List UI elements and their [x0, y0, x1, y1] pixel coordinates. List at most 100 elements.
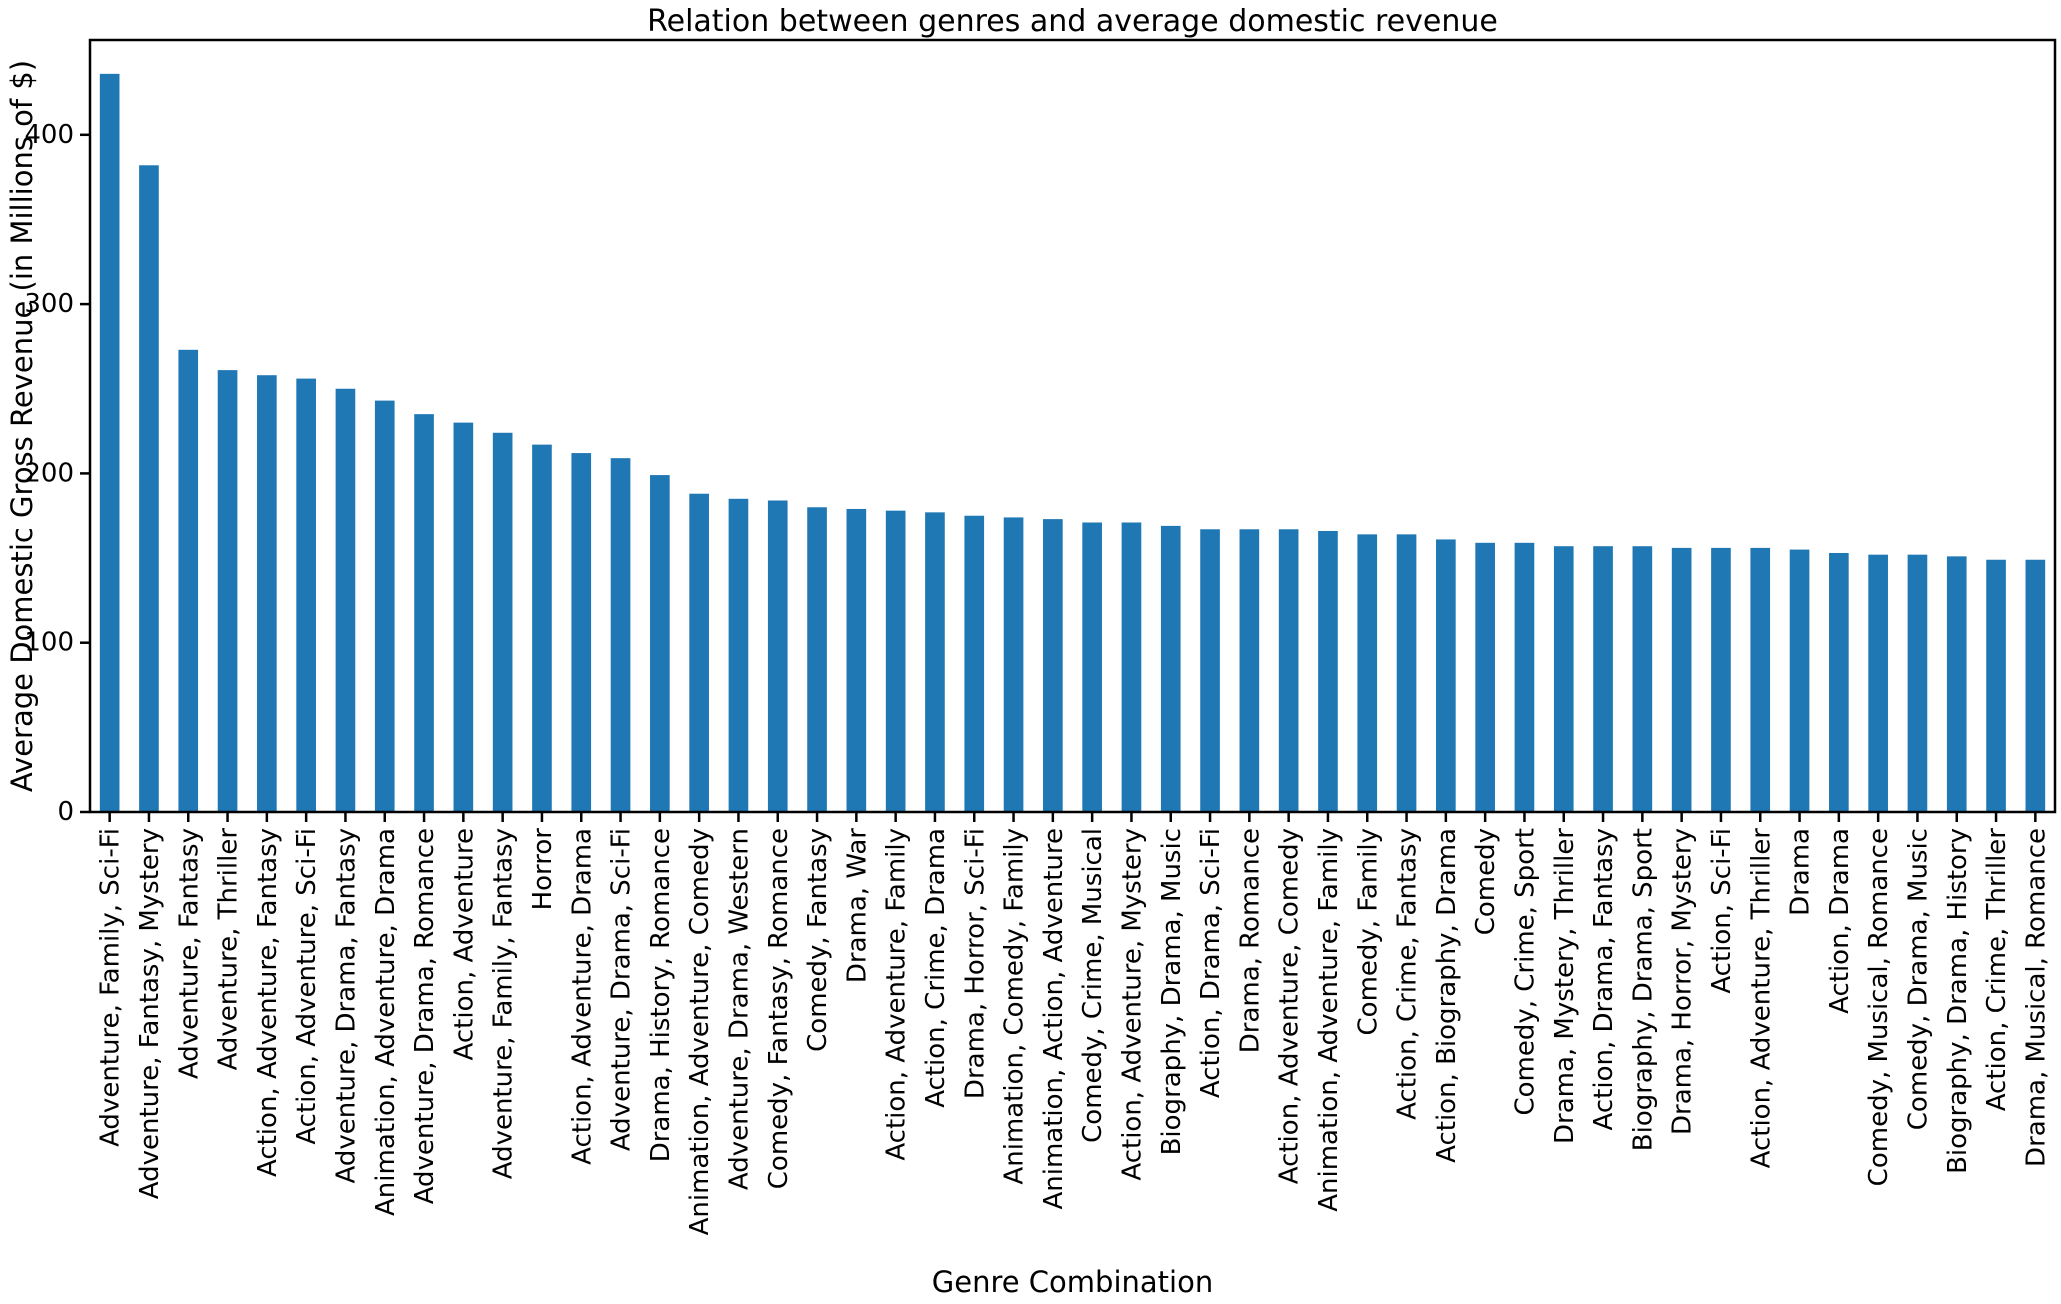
bar	[335, 388, 356, 812]
x-tick-label: Biography, Drama, History	[1943, 828, 1973, 1174]
bar	[1829, 552, 1849, 812]
y-axis-ticks: 0 100 200 300 400	[24, 120, 90, 827]
bar	[689, 493, 709, 812]
bar	[807, 507, 827, 812]
x-tick-label: Action, Drama, Sci-Fi	[1196, 828, 1226, 1098]
bar	[846, 508, 867, 812]
x-tick-label: Drama	[1786, 828, 1816, 916]
bar	[1986, 559, 2006, 812]
x-axis-title: Genre Combination	[932, 1265, 1213, 1299]
y-axis-title: Average Domestic Gross Revenue (in Milli…	[5, 60, 39, 792]
bar	[257, 375, 277, 812]
x-tick-label: Adventure, Thriller	[214, 828, 244, 1071]
x-tick-label: Comedy, Crime, Sport	[1510, 828, 1540, 1116]
bar	[964, 515, 985, 812]
x-axis-ticks: Adventure, Family, Sci-Fi Adventure, Fant…	[96, 812, 2051, 1235]
plot-frame	[88, 38, 2057, 814]
bar	[492, 432, 513, 812]
bar	[374, 400, 395, 812]
bar	[453, 422, 474, 812]
x-tick-label: Action, Crime, Fantasy	[1393, 828, 1423, 1120]
x-tick-label: Action, Adventure, Family	[882, 828, 912, 1161]
bar	[571, 453, 592, 812]
bar	[1200, 529, 1220, 812]
bar	[650, 475, 670, 812]
x-tick-label: Action, Sci-Fi	[1707, 828, 1737, 994]
bar	[1514, 542, 1535, 812]
bar	[1082, 522, 1102, 812]
x-tick-label: Action, Adventure, Thriller	[1746, 828, 1776, 1169]
x-tick-label: Drama, Musical, Romance	[2021, 828, 2051, 1167]
y-tick-label: 300	[24, 289, 74, 319]
bar	[1750, 547, 1771, 812]
bar	[217, 370, 238, 812]
bar	[1239, 529, 1260, 812]
bar	[139, 165, 159, 812]
bar	[414, 414, 434, 812]
x-tick-label: Comedy, Crime, Musical	[1078, 828, 1108, 1143]
x-tick-label: Action, Adventure	[449, 828, 479, 1060]
x-tick-label: Adventure, Fantasy	[174, 828, 204, 1079]
bar	[1553, 546, 1574, 812]
x-tick-label: Action, Crime, Thriller	[1982, 828, 2012, 1112]
bar	[728, 498, 749, 812]
bar	[178, 349, 199, 812]
bar	[1160, 525, 1181, 812]
bar	[925, 512, 945, 812]
bar	[1003, 517, 1024, 812]
bar	[1593, 546, 1613, 812]
x-tick-label: Animation, Action, Adventure	[1039, 828, 1069, 1210]
x-tick-label: Action, Drama, Fantasy	[1589, 828, 1619, 1130]
bar	[767, 500, 788, 812]
x-tick-label: Comedy, Musical, Romance	[1864, 828, 1894, 1186]
bar	[1946, 556, 1967, 812]
x-tick-label: Animation, Adventure, Family	[1314, 828, 1344, 1212]
x-tick-label: Comedy, Fantasy, Romance	[764, 828, 794, 1189]
x-tick-label: Adventure, Drama, Romance	[410, 828, 440, 1204]
bar	[1907, 554, 1928, 812]
x-tick-label: Action, Drama	[1825, 828, 1855, 1014]
x-tick-label: Drama, War	[842, 828, 872, 983]
x-tick-label: Drama, Romance	[1235, 828, 1265, 1053]
x-tick-label: Adventure, Drama, Western	[724, 828, 754, 1190]
bar	[1396, 534, 1417, 812]
x-tick-label: Adventure, Drama, Fantasy	[331, 828, 361, 1183]
bar	[296, 378, 316, 812]
x-tick-label: Action, Adventure, Fantasy	[253, 828, 283, 1177]
y-tick-label: 100	[24, 628, 74, 658]
x-tick-label: Animation, Adventure, Drama	[371, 828, 401, 1216]
x-tick-label: Action, Adventure, Comedy	[1275, 828, 1305, 1184]
x-tick-label: Horror	[528, 828, 558, 911]
bar	[532, 444, 552, 812]
y-tick-label: 400	[24, 120, 74, 150]
bar	[1711, 547, 1731, 812]
bar	[1318, 530, 1338, 812]
bar	[1043, 519, 1063, 812]
chart-title: Relation between genres and average dome…	[647, 4, 1498, 39]
bar	[1671, 547, 1692, 812]
x-tick-label: Drama, Horror, Mystery	[1668, 828, 1698, 1135]
x-tick-label: Comedy, Drama, Music	[1903, 828, 1933, 1130]
x-tick-label: Adventure, Family, Sci-Fi	[96, 828, 126, 1147]
x-tick-label: Comedy, Fantasy	[803, 828, 833, 1052]
x-tick-label: Action, Adventure, Sci-Fi	[292, 828, 322, 1145]
x-tick-label: Drama, Mystery, Thriller	[1550, 828, 1580, 1144]
bar	[1632, 546, 1653, 812]
y-tick-label: 200	[24, 458, 74, 488]
bar	[1121, 522, 1142, 812]
x-tick-label: Biography, Drama, Sport	[1628, 828, 1658, 1151]
x-tick-label: Adventure, Drama, Sci-Fi	[607, 828, 637, 1151]
bar	[1868, 554, 1888, 812]
x-tick-label: Drama, Horror, Sci-Fi	[960, 828, 990, 1099]
x-tick-label: Animation, Comedy, Family	[1000, 828, 1030, 1185]
bar	[885, 510, 906, 812]
x-tick-label: Action, Crime, Drama	[921, 828, 951, 1108]
x-tick-label: Animation, Adventure, Comedy	[685, 828, 715, 1235]
bar	[2025, 559, 2046, 812]
bar	[1789, 549, 1810, 812]
bar	[99, 73, 120, 813]
bar	[1436, 539, 1456, 812]
x-tick-label: Adventure, Family, Fantasy	[489, 828, 519, 1179]
